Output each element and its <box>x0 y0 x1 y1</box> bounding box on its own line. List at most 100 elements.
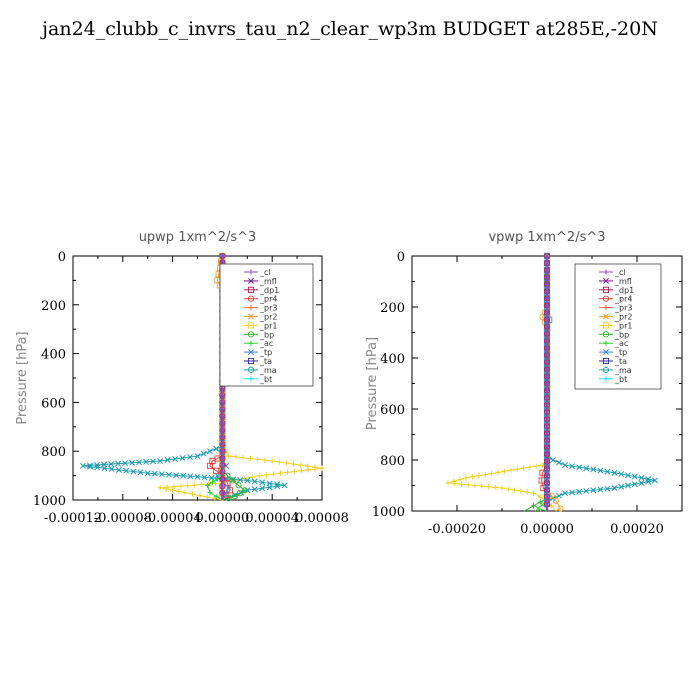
legend-entry-ta: _ta <box>599 357 627 366</box>
legend-label: _pr2 <box>614 313 632 322</box>
series-marker <box>618 471 625 477</box>
series-marker <box>219 392 225 399</box>
series-marker <box>200 450 207 457</box>
series-marker <box>143 458 150 465</box>
series-marker <box>652 477 658 484</box>
series-marker <box>312 466 318 472</box>
series-marker <box>214 476 221 482</box>
series-marker <box>544 402 550 408</box>
legend-label: _pr3 <box>259 304 277 313</box>
legend-label: _ta <box>259 357 272 366</box>
series-marker <box>219 434 225 440</box>
series-marker <box>226 453 232 459</box>
series-marker <box>266 484 273 491</box>
series-marker <box>274 481 281 488</box>
legend-marker <box>248 269 254 275</box>
legend-entry-pr1: _pr1 <box>244 321 277 330</box>
y-tick-label: 0 <box>397 250 405 265</box>
series-marker <box>583 488 590 494</box>
series-cl <box>544 253 550 511</box>
series-marker <box>552 497 560 504</box>
series-marker <box>219 427 225 433</box>
series-marker <box>219 448 225 454</box>
series-pr1 <box>445 253 557 512</box>
series-marker <box>499 485 505 491</box>
legend-entry-tp: _tp <box>599 348 627 357</box>
x-tick-label: -0.00004 <box>144 511 202 526</box>
series-marker <box>225 484 232 491</box>
series-marker <box>597 486 604 493</box>
series-marker <box>544 295 550 302</box>
series-marker <box>457 476 463 483</box>
series-marker <box>544 465 550 472</box>
series-marker <box>524 489 530 495</box>
legend-entry-dp1: _dp1 <box>244 286 279 295</box>
series-marker <box>197 493 203 499</box>
legend-marker <box>602 322 610 329</box>
series-marker <box>611 485 618 492</box>
series-marker <box>150 458 157 465</box>
series-marker <box>465 482 471 488</box>
series-marker <box>518 488 524 494</box>
series-marker <box>544 472 550 479</box>
y-axis-label: Pressure [hPa] <box>365 337 380 430</box>
x-tick-label: -0.00008 <box>94 511 152 526</box>
series-marker <box>108 461 114 468</box>
legend-marker <box>603 269 609 275</box>
legend-box <box>574 263 662 390</box>
series-marker <box>172 456 179 462</box>
legend-entry-ma: _ma <box>244 366 277 375</box>
series-marker <box>319 465 325 471</box>
series-marker <box>452 480 458 487</box>
series-marker <box>115 460 121 467</box>
series-marker <box>219 399 225 405</box>
series-marker <box>544 338 550 344</box>
series-marker <box>219 413 225 419</box>
series-marker <box>87 462 93 469</box>
series-marker <box>535 505 541 512</box>
series-marker <box>544 302 550 309</box>
series-marker <box>544 409 550 415</box>
series-marker <box>270 471 277 477</box>
series-marker <box>645 478 652 485</box>
legend-label: _cl <box>614 268 626 277</box>
legend-label: _ma <box>259 366 277 375</box>
series-marker <box>219 385 225 392</box>
series-marker <box>219 490 225 496</box>
series-marker <box>544 366 550 372</box>
legend-label: _cl <box>259 268 271 277</box>
series-marker <box>194 473 201 480</box>
legend-label: _ac <box>614 339 628 348</box>
series-marker <box>204 482 211 488</box>
y-tick-label: 800 <box>380 454 405 469</box>
legend-label: _ac <box>259 339 273 348</box>
y-tick-label: 600 <box>380 403 405 418</box>
legend-entry-tp: _tp <box>244 348 272 357</box>
series-marker <box>492 484 498 491</box>
x-tick-label: 0.00020 <box>610 522 664 537</box>
legend-entry-cl: _cl <box>244 268 271 277</box>
series-marker <box>182 490 188 496</box>
series-marker <box>631 473 638 480</box>
series-marker <box>80 462 86 469</box>
series-marker <box>277 470 284 476</box>
series-marker <box>213 467 220 474</box>
series-marker <box>136 459 143 466</box>
series-marker <box>257 473 263 479</box>
legend-marker <box>247 295 255 302</box>
legend-marker <box>248 340 254 346</box>
legend-label: _pr4 <box>259 295 277 304</box>
series-marker <box>251 486 258 493</box>
series-marker <box>206 462 214 469</box>
series-marker <box>281 482 288 489</box>
series-marker <box>199 481 205 488</box>
series-marker <box>489 470 495 477</box>
series-marker <box>157 485 163 491</box>
legend-label: _tp <box>259 348 272 357</box>
series-marker <box>576 488 583 495</box>
series-marker <box>544 345 550 351</box>
series-marker <box>122 460 129 467</box>
series-marker <box>255 456 261 462</box>
series-marker <box>569 463 576 470</box>
series-marker <box>290 461 297 467</box>
